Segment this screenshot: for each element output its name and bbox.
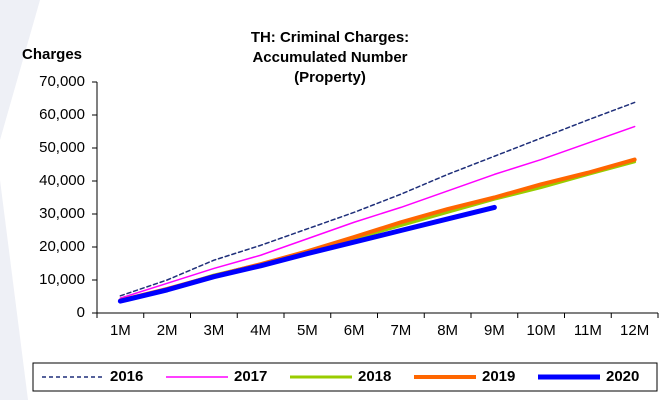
y-tick-label: 20,000 xyxy=(39,238,85,255)
x-tick-label: 3M xyxy=(203,322,224,339)
legend-label: 2020 xyxy=(606,368,639,385)
legend-label: 2019 xyxy=(482,368,515,385)
background-decor xyxy=(0,0,40,140)
y-tick-label: 30,000 xyxy=(39,205,85,222)
chart-title: TH: Criminal Charges: xyxy=(251,29,409,46)
series-line xyxy=(119,101,636,297)
y-tick-label: 50,000 xyxy=(39,139,85,156)
x-tick-label: 9M xyxy=(484,322,505,339)
legend-label: 2016 xyxy=(110,368,143,385)
legend-label: 2018 xyxy=(358,368,391,385)
y-axis-label: Charges xyxy=(22,46,82,63)
x-tick-label: 11M xyxy=(574,322,602,339)
y-tick-label: 10,000 xyxy=(39,271,85,288)
y-tick-label: 60,000 xyxy=(39,106,85,123)
chart-title: (Property) xyxy=(294,69,366,86)
x-tick-label: 12M xyxy=(620,322,649,339)
series-line xyxy=(117,204,497,304)
background-decor xyxy=(0,180,28,400)
x-tick-label: 8M xyxy=(437,322,458,339)
x-tick-label: 5M xyxy=(297,322,318,339)
x-tick-label: 6M xyxy=(344,322,365,339)
x-tick-label: 2M xyxy=(157,322,178,339)
chart-title: Accumulated Number xyxy=(252,49,407,66)
legend-label: 2017 xyxy=(234,368,267,385)
x-tick-label: 10M xyxy=(527,322,556,339)
x-tick-label: 1M xyxy=(110,322,131,339)
x-tick-label: 4M xyxy=(250,322,271,339)
y-tick-label: 0 xyxy=(77,304,85,321)
y-tick-label: 40,000 xyxy=(39,172,85,189)
y-tick-label: 70,000 xyxy=(39,73,85,90)
series-line xyxy=(119,125,636,299)
x-tick-label: 7M xyxy=(390,322,411,339)
